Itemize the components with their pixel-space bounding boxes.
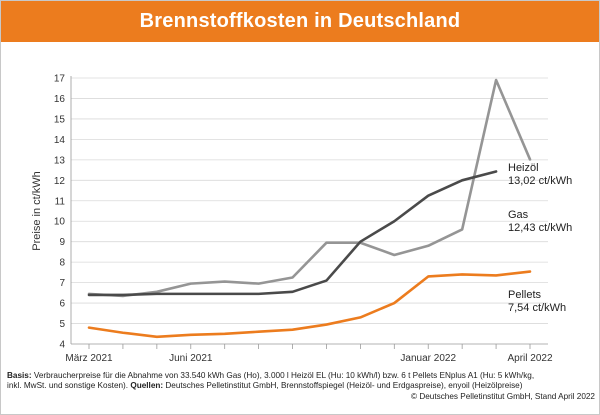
y-tick-label: 9 xyxy=(59,237,65,248)
footer-notes: Basis: Verbraucherpreise für die Abnahme… xyxy=(7,371,595,401)
y-tick-label: 7 xyxy=(59,278,65,289)
title-bar: Brennstoffkosten in Deutschland xyxy=(1,1,599,42)
y-tick-label: 13 xyxy=(54,155,66,166)
series-line-gas xyxy=(87,78,532,298)
y-tick-label: 10 xyxy=(54,217,66,228)
footer-basis-line: Basis: Verbraucherpreise für die Abnahme… xyxy=(7,371,595,381)
grid-lines xyxy=(70,76,548,345)
x-tick-label: März 2021 xyxy=(65,353,113,364)
x-tick-label: Januar 2022 xyxy=(400,353,456,364)
series-label-value: 13,02 ct/kWh xyxy=(508,175,572,187)
y-tick-label: 6 xyxy=(59,299,65,310)
line-chart: 4 5 6 7 8 9 10 11 12 13 14 15 16 17 März 2021 Juni 202… xyxy=(31,74,572,365)
chart-title: Brennstoffkosten in Deutschland xyxy=(139,10,461,32)
y-tick-label: 14 xyxy=(54,135,66,146)
y-axis-ticks: 4 5 6 7 8 9 10 11 12 13 14 15 16 17 xyxy=(54,74,66,351)
series-label-value: 12,43 ct/kWh xyxy=(508,222,572,234)
sources-text: Deutsches Pelletinstitut GmbH, Brennstof… xyxy=(163,381,523,391)
series-label-value: 7,54 ct/kWh xyxy=(508,302,566,314)
copyright-credit: © Deutsches Pelletinstitut GmbH, Stand A… xyxy=(411,391,595,401)
series-line-pellets xyxy=(87,270,532,339)
y-tick-label: 12 xyxy=(54,176,66,187)
y-tick-label: 5 xyxy=(59,319,65,330)
x-tick-label: Juni 2021 xyxy=(169,353,213,364)
sources-label: Quellen: xyxy=(130,381,164,391)
x-axis-ticks: März 2021 Juni 2021 Januar 2022 April 2022 xyxy=(65,344,553,364)
y-axis-label: Preise in ct/kWh xyxy=(31,171,43,250)
y-tick-label: 17 xyxy=(54,74,66,85)
series-label-name: Pellets xyxy=(508,289,542,301)
y-tick-label: 15 xyxy=(54,114,66,125)
x-tick-label: April 2022 xyxy=(507,353,552,364)
series-label-name: Gas xyxy=(508,209,529,221)
footer-sources-line: inkl. MwSt. und sonstige Kosten). Quelle… xyxy=(7,381,595,391)
basis-text: Verbraucherpreise für die Abnahme von 33… xyxy=(31,371,535,380)
y-tick-label: 8 xyxy=(59,258,65,269)
series-line-heizoel xyxy=(87,170,498,297)
y-tick-label: 4 xyxy=(59,340,65,351)
basis-text-2: inkl. MwSt. und sonstige Kosten). xyxy=(7,381,129,391)
basis-label: Basis: xyxy=(7,371,32,380)
y-tick-label: 11 xyxy=(55,196,66,207)
y-tick-label: 16 xyxy=(54,94,66,105)
series-label-name: Heizöl xyxy=(508,162,539,174)
series-lines xyxy=(87,78,532,339)
